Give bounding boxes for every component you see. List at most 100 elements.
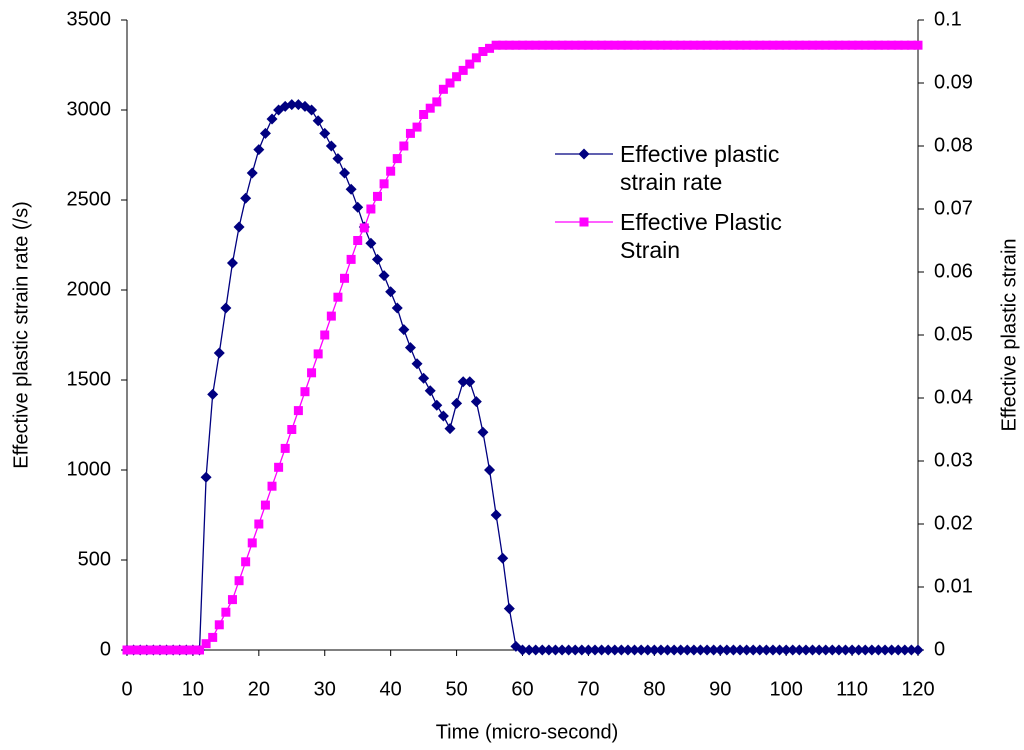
marker	[840, 40, 850, 50]
y2-tick-label: 0.05	[934, 323, 973, 345]
marker	[834, 40, 844, 50]
marker	[524, 40, 534, 50]
marker	[859, 644, 871, 656]
marker	[148, 645, 158, 655]
marker	[188, 645, 198, 655]
marker	[807, 644, 819, 656]
marker	[556, 644, 568, 656]
marker	[155, 645, 165, 655]
marker	[669, 40, 679, 50]
marker	[517, 644, 528, 656]
marker	[681, 644, 693, 656]
marker	[234, 576, 244, 586]
marker	[820, 644, 832, 656]
marker	[747, 644, 759, 656]
series	[121, 99, 924, 656]
x-tick-label: 0	[121, 678, 132, 700]
marker	[306, 104, 318, 116]
marker	[260, 500, 270, 510]
marker	[767, 644, 779, 656]
marker	[597, 40, 607, 50]
marker	[214, 620, 224, 630]
marker	[300, 387, 310, 397]
marker	[788, 40, 798, 50]
marker	[485, 43, 495, 53]
y-tick-label: 1500	[67, 368, 112, 390]
marker	[899, 644, 911, 656]
marker	[392, 154, 402, 164]
marker	[768, 40, 778, 50]
marker	[735, 40, 745, 50]
marker	[905, 644, 917, 656]
marker	[577, 40, 587, 50]
marker	[253, 144, 265, 156]
marker	[259, 127, 271, 139]
marker	[912, 644, 924, 656]
marker	[478, 47, 488, 56]
marker	[630, 40, 640, 50]
marker	[313, 349, 323, 359]
marker	[847, 40, 857, 50]
marker	[813, 644, 825, 656]
marker	[200, 471, 212, 483]
y-axis-title: Effective plastic strain rate (/s)	[10, 201, 32, 469]
marker	[549, 644, 561, 656]
x-tick-label: 10	[182, 678, 204, 700]
marker	[688, 644, 700, 656]
marker	[623, 40, 633, 50]
marker	[518, 40, 527, 50]
marker	[867, 40, 877, 50]
marker	[702, 40, 712, 50]
marker	[734, 644, 746, 656]
marker	[399, 141, 409, 151]
x-tick-label: 60	[511, 678, 533, 700]
marker	[821, 40, 831, 50]
marker	[826, 644, 838, 656]
marker	[622, 644, 634, 656]
marker	[787, 644, 799, 656]
marker	[340, 273, 350, 283]
marker	[663, 40, 673, 50]
marker	[470, 396, 482, 408]
marker	[254, 519, 264, 529]
marker	[879, 644, 891, 656]
marker	[267, 481, 277, 491]
marker	[536, 644, 548, 656]
y2-tick-label: 0.07	[934, 197, 973, 219]
marker	[142, 645, 152, 655]
marker	[873, 40, 883, 50]
marker	[616, 40, 626, 50]
marker	[353, 236, 363, 245]
marker	[728, 40, 738, 50]
y-tick-label: 1000	[67, 458, 112, 480]
marker	[682, 40, 692, 50]
marker	[906, 40, 916, 50]
marker	[227, 595, 237, 605]
legend: Effective plastic strain rate Effective P…	[555, 140, 855, 276]
marker	[649, 40, 659, 50]
legend-swatch	[555, 217, 613, 227]
marker	[892, 644, 904, 656]
marker	[412, 122, 422, 132]
marker	[655, 644, 667, 656]
marker	[578, 148, 590, 160]
marker	[266, 113, 278, 125]
marker	[754, 644, 766, 656]
marker	[220, 302, 232, 314]
y2-tick-label: 0.1	[934, 8, 962, 30]
y-tick-label: 2500	[67, 188, 112, 210]
marker	[774, 644, 786, 656]
marker	[689, 40, 699, 50]
marker	[569, 644, 581, 656]
marker	[286, 99, 298, 111]
marker	[833, 644, 845, 656]
marker	[320, 330, 330, 340]
marker	[695, 40, 705, 50]
marker	[531, 40, 541, 50]
marker	[722, 40, 732, 50]
marker	[511, 40, 521, 50]
marker	[537, 40, 547, 50]
marker	[162, 645, 172, 655]
marker	[411, 358, 423, 370]
legend-label: Effective plastic strain rate	[620, 141, 780, 195]
